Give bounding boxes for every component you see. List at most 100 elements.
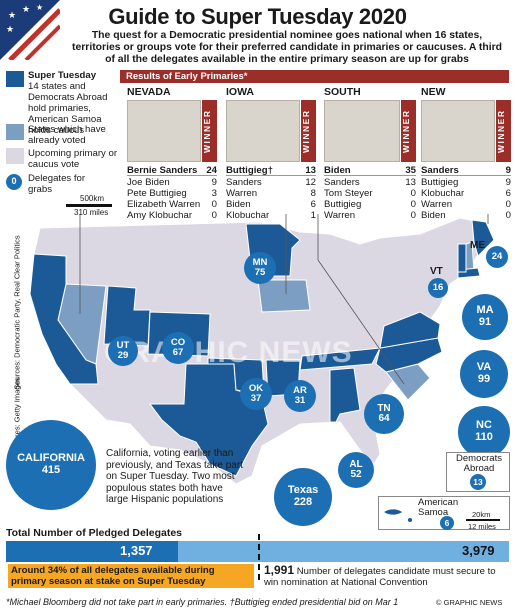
california-texas-annotation: California, voting earlier than previous…	[106, 448, 243, 506]
result-row: Buttigieg 0	[324, 199, 416, 210]
candidate-photo	[226, 100, 300, 162]
candidate-delegates: 0	[211, 210, 217, 221]
result-row: Buttigieg† 13	[226, 165, 316, 176]
result-row: Bernie Sanders 24	[127, 165, 217, 176]
label-vt: VT	[430, 266, 443, 277]
result-row: Warren 0	[324, 210, 416, 221]
candidate-delegates: 1	[310, 210, 316, 221]
legend-super-tuesday: Super Tuesday 14 states and Democrats Ab…	[28, 70, 122, 136]
needed-text: Number of delegates candidate must secur…	[264, 566, 496, 588]
result-row: Tom Steyer 0	[324, 188, 416, 199]
candidate-name: Sanders	[421, 165, 459, 176]
result-row: Biden 35	[324, 165, 416, 176]
result-row: Klobuchar 1	[226, 210, 316, 221]
legend-swatch-upcoming	[6, 148, 24, 164]
candidate-name: Warren	[324, 210, 356, 221]
needed-delegates: 1,991 Number of delegates candidate must…	[264, 564, 510, 588]
legend-delegates: Delegates for grabs	[28, 173, 86, 195]
scale-miles: 310 miles	[74, 208, 109, 217]
page-title: Guide to Super Tuesday 2020	[108, 4, 407, 29]
inset-scale-km: 20km	[472, 510, 491, 519]
result-row: Sanders 12	[226, 177, 316, 188]
state-california	[29, 253, 99, 385]
candidate-name: Elizabeth Warren	[127, 199, 201, 210]
candidate-name: Klobuchar	[226, 210, 270, 221]
result-row: Elizabeth Warren 0	[127, 199, 217, 210]
candidate-delegates: 9	[211, 177, 217, 188]
candidate-name: Amy Klobuchar	[127, 210, 193, 221]
candidate-name: Biden	[421, 210, 446, 221]
result-row: Klobuchar 6	[421, 188, 511, 199]
state-maine	[471, 219, 495, 257]
winner-badge: WINNER	[496, 100, 511, 162]
candidate-delegates: 0	[505, 199, 511, 210]
credit: © GRAPHIC NEWS	[436, 598, 503, 607]
candidate-name: Biden	[226, 199, 251, 210]
candidate-delegates: 3	[211, 188, 217, 199]
candidate-name: Klobuchar	[421, 188, 465, 199]
result-row: Pete Buttigieg 3	[127, 188, 217, 199]
state-vermont	[457, 243, 467, 273]
candidate-name: Warren	[421, 199, 453, 210]
results-table-iowa: Buttigieg† 13 Sanders 12 Warren 8 Biden 6 Klobuc…	[226, 165, 316, 221]
candidate-delegates: 9	[505, 177, 511, 188]
delegate-circle-ut: UT 29	[108, 336, 138, 366]
candidate-name: Warren	[226, 188, 258, 199]
legend-voted: States which have already voted	[28, 124, 106, 146]
flag-corner-icon: ★ ★ ★ ★	[0, 0, 60, 60]
winner-badge: WINNER	[401, 100, 416, 162]
candidate-delegates: 12	[305, 177, 316, 188]
candidate-delegates: 0	[410, 199, 416, 210]
state-virginia	[379, 311, 441, 349]
svg-text:★: ★	[36, 3, 43, 12]
delegate-circle-nc: NC 110	[458, 406, 510, 458]
delegate-circle-me: 24	[486, 246, 508, 268]
scale-bar	[66, 204, 112, 207]
candidate-delegates: 0	[410, 210, 416, 221]
result-row: Warren 0	[421, 199, 511, 210]
delegate-circle-california: CALIFORNIA 415	[6, 420, 96, 510]
result-row: Amy Klobuchar 0	[127, 210, 217, 221]
delegate-circle-co: CO 67	[162, 332, 194, 364]
delegate-circle-vt: 16	[428, 278, 448, 298]
delegates-total-value: 3,979	[462, 543, 495, 558]
candidate-name: Buttigieg†	[226, 165, 273, 176]
legend-swatch-super-tuesday	[6, 71, 24, 87]
delegate-circle-american-samoa: 6	[440, 516, 454, 530]
delegate-circle-ma: MA 91	[462, 294, 508, 340]
svg-text:★: ★	[8, 11, 16, 21]
delegate-circle-democrats-abroad: 13	[470, 474, 486, 490]
result-panel-nevada: NEVADA	[127, 86, 217, 98]
state-name: IOWA	[226, 86, 254, 98]
candidate-name: Bernie Sanders	[127, 165, 198, 176]
candidate-name: Joe Biden	[127, 177, 170, 188]
delegate-circle-ok: OK 37	[240, 378, 272, 410]
candidate-delegates: 6	[505, 188, 511, 199]
delegate-circle-mn: MN 75	[244, 252, 276, 284]
candidate-delegates: 13	[405, 177, 416, 188]
winner-badge: WINNER	[202, 100, 217, 162]
results-header: Results of Early Primaries*	[120, 70, 509, 83]
candidate-delegates: 35	[405, 165, 416, 176]
result-row: Buttigieg 9	[421, 177, 511, 188]
candidate-delegates: 13	[305, 165, 316, 176]
delegate-circle-ar: AR 31	[284, 380, 316, 412]
candidate-delegates: 24	[206, 165, 217, 176]
results-table-new-hampshire: Sanders 9 Buttigieg 9 Klobuchar 6 Warren 0 Biden…	[421, 165, 511, 221]
candidate-delegates: 0	[211, 199, 217, 210]
result-row: Sanders 9	[421, 165, 511, 176]
legend-swatch-voted	[6, 124, 24, 140]
delegates-title: Total Number of Pledged Delegates	[6, 527, 183, 539]
legend-upcoming: Upcoming primary or caucus vote	[28, 148, 118, 170]
candidate-delegates: 6	[310, 199, 316, 210]
legend-super-tuesday-desc: 14 states and Democrats Abroad hold prim…	[28, 81, 108, 136]
results-table-nevada: Bernie Sanders 24 Joe Biden 9 Pete Buttigieg…	[127, 165, 217, 221]
delegate-circle-texas: Texas 228	[274, 468, 332, 526]
footnote: *Michael Bloomberg did not take part in …	[6, 597, 399, 607]
candidate-name: Buttigieg	[324, 199, 362, 210]
result-row: Warren 8	[226, 188, 316, 199]
result-row: Joe Biden 9	[127, 177, 217, 188]
candidate-photo	[324, 100, 400, 162]
candidate-delegates: 0	[410, 188, 416, 199]
state-alabama	[329, 367, 361, 423]
